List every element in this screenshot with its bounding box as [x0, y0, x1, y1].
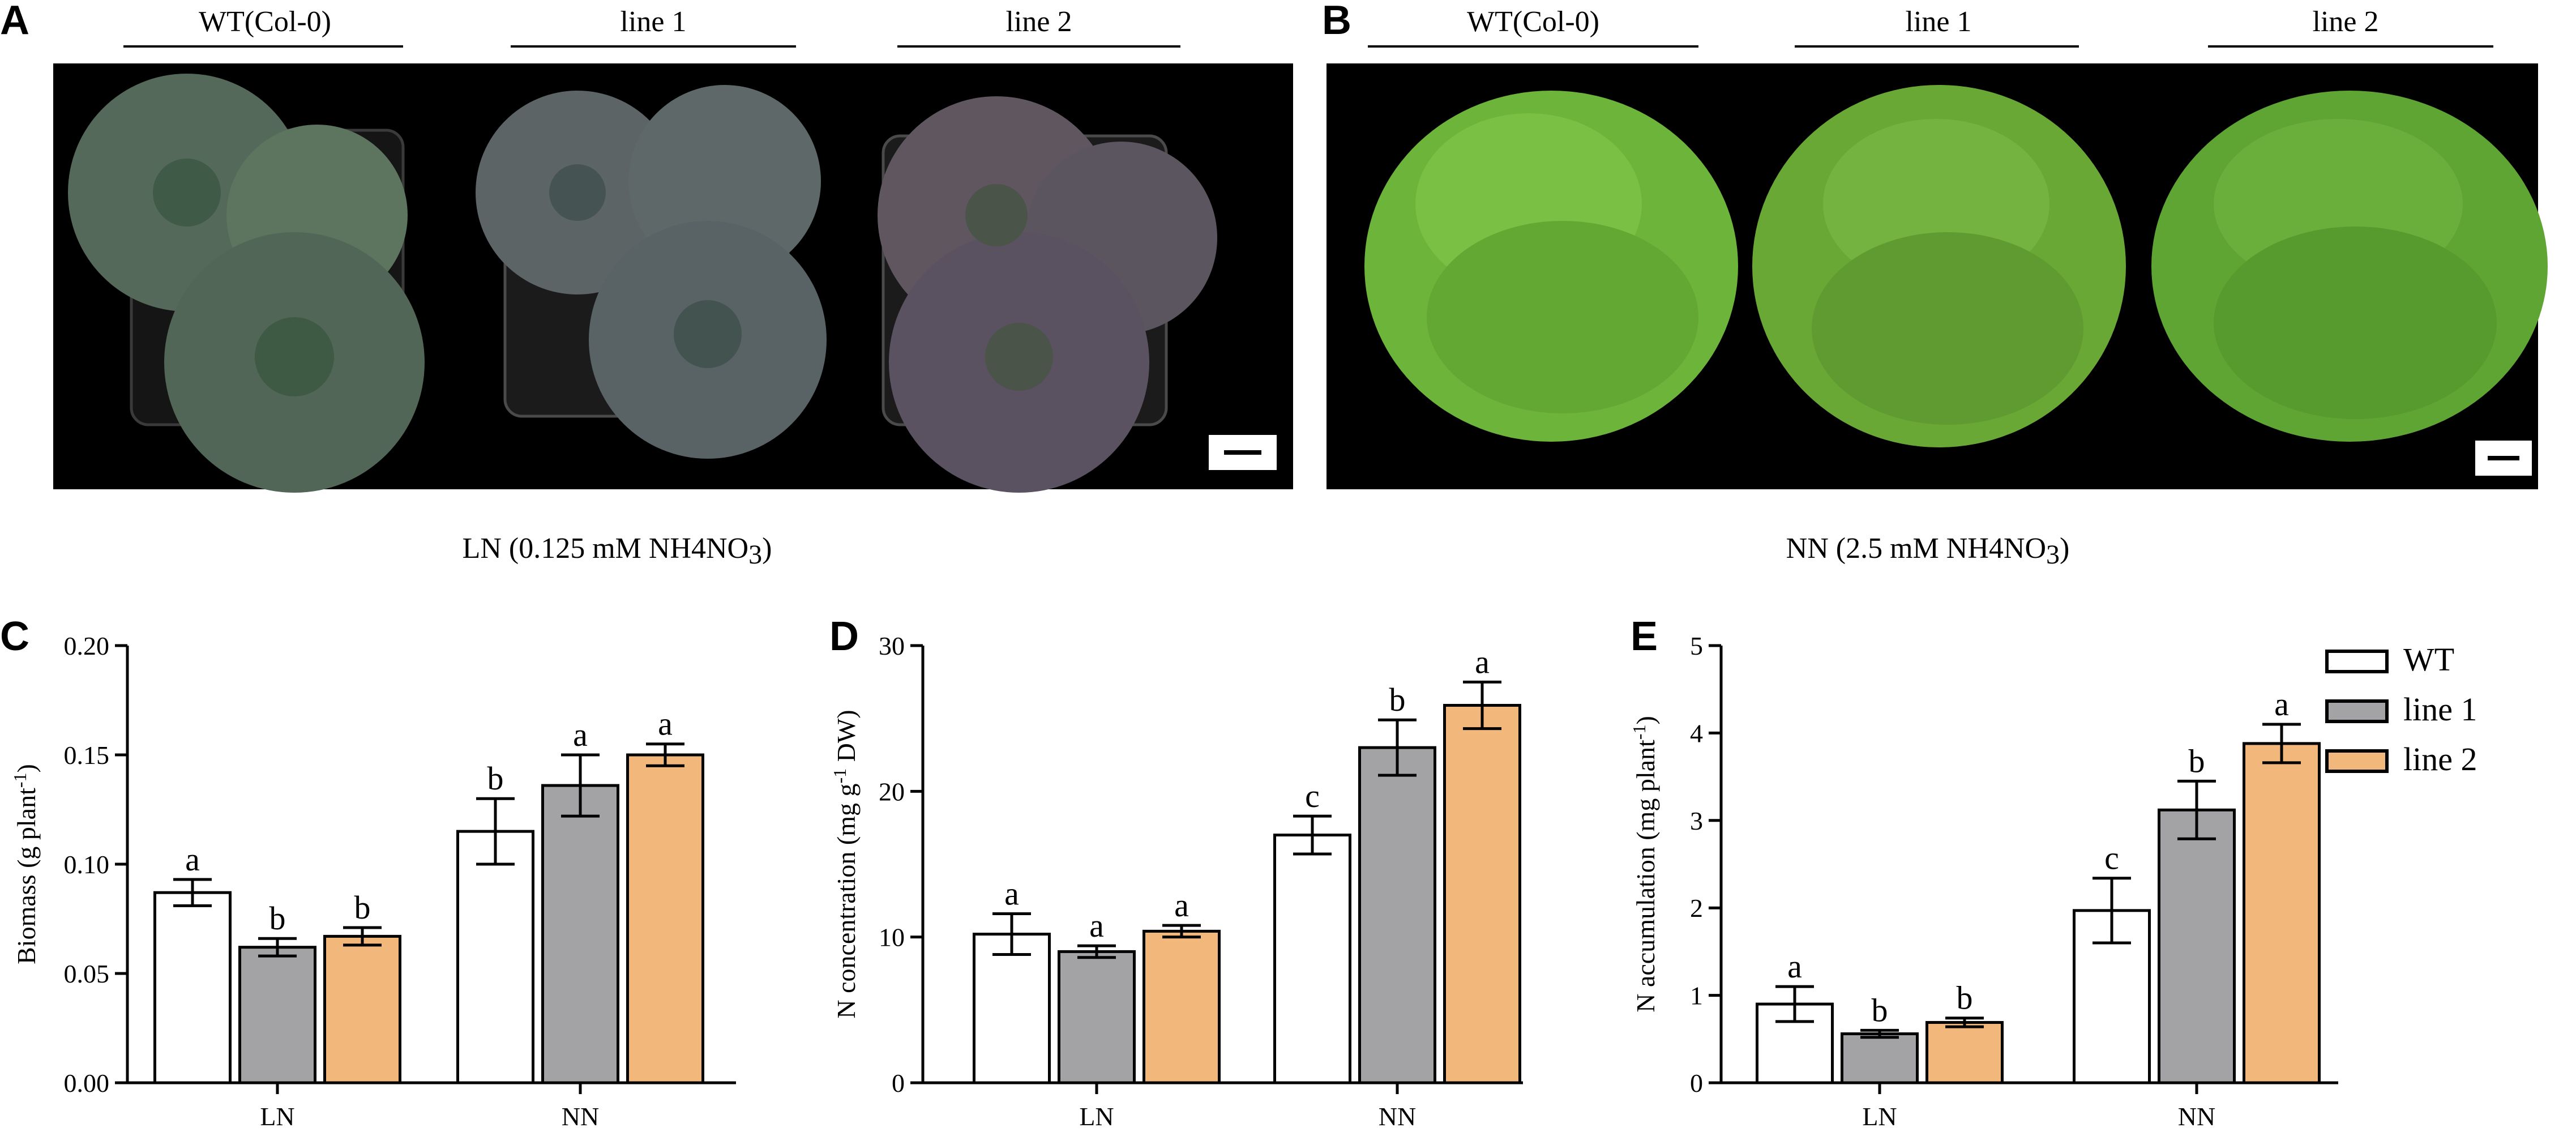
- y-axis-label: N concentration (mg g-1 DW): [829, 710, 861, 1018]
- significance-letter: b: [354, 889, 371, 926]
- bar: [2158, 808, 2236, 1084]
- legend-label: line 2: [2403, 741, 2477, 778]
- significance-letter: c: [1305, 778, 1320, 814]
- significance-letter: a: [1004, 875, 1019, 912]
- bar: [1925, 1020, 2004, 1084]
- significance-letter: a: [2274, 686, 2289, 723]
- y-tick-label: 0.20: [64, 631, 110, 660]
- y-tick-label: 20: [879, 777, 905, 806]
- legend-label: line 1: [2403, 691, 2477, 728]
- rosette-nn-line2: [2151, 91, 2548, 442]
- significance-letter: b: [1872, 992, 1888, 1028]
- rosette-line2: [878, 96, 1217, 493]
- bar: [153, 891, 232, 1084]
- bar: [238, 946, 316, 1084]
- y-tick-label: 0: [1690, 1069, 1703, 1097]
- bar: [1756, 1002, 1834, 1084]
- significance-letter: a: [658, 706, 673, 742]
- panel-a-column-wt: WT(Col-0): [199, 6, 331, 38]
- chart-n-accumulation: E 0 1 2 3 4 5 N accumulation (mg plant-1) LN a b b N…: [1629, 614, 2338, 1131]
- panel-letter-a: A: [0, 0, 29, 43]
- bar: [541, 784, 619, 1084]
- bar: [1443, 704, 1521, 1084]
- y-tick-label: 30: [879, 631, 905, 660]
- y-axis-label: Biomass (g plant-1): [10, 764, 41, 964]
- bar: [1358, 746, 1436, 1084]
- legend: WT line 1 line 2: [2325, 641, 2477, 778]
- panel-a-column-line1: line 1: [621, 6, 687, 38]
- y-tick-label: 5: [1690, 631, 1703, 660]
- panel-b-column-line1: line 1: [1906, 6, 1972, 38]
- caption-low-nitrogen: LN (0.125 mM NH4NO3): [463, 532, 772, 570]
- x-tick-label: NN: [562, 1102, 599, 1131]
- bar: [973, 933, 1051, 1084]
- panel-a-column-line2: line 2: [1006, 6, 1072, 38]
- panel-letter-b: B: [1322, 0, 1351, 43]
- panel-b-column-line2: line 2: [2313, 6, 2379, 38]
- y-tick-label: 4: [1690, 719, 1703, 748]
- legend-swatch: [2325, 699, 2389, 723]
- y-tick-label: 0.05: [64, 959, 110, 988]
- x-tick-label: LN: [260, 1102, 294, 1131]
- bar: [2243, 742, 2321, 1084]
- x-tick-label: NN: [2178, 1102, 2215, 1131]
- bar: [456, 830, 534, 1084]
- rosette-line1: [476, 85, 827, 459]
- significance-letter: b: [1389, 681, 1406, 718]
- significance-letter: b: [1957, 980, 1973, 1017]
- significance-letter: a: [1475, 643, 1490, 680]
- y-tick-label: 2: [1690, 894, 1703, 923]
- panel-b: B WT(Col-0) line 1 line 2: [1322, 0, 2548, 570]
- bar: [323, 934, 401, 1084]
- panel-a: A WT(Col-0) line 1 line 2: [0, 0, 1293, 570]
- y-tick-label: 3: [1690, 806, 1703, 835]
- significance-letter: b: [269, 900, 286, 937]
- significance-letter: c: [2104, 840, 2119, 877]
- legend-swatch: [2325, 650, 2389, 673]
- legend-swatch: [2325, 749, 2389, 773]
- x-tick-label: LN: [1079, 1102, 1114, 1131]
- chart-biomass: C 0.00 0.05 0.10 0.15 0.20 Biomass (g plant-1)…: [0, 614, 736, 1131]
- significance-letter: b: [487, 760, 504, 797]
- y-tick-label: 1: [1690, 981, 1703, 1010]
- bar: [626, 753, 704, 1084]
- chart-n-concentration: D 0 10 20 30 N concentration (mg g-1 DW) LN a a a…: [829, 614, 1523, 1131]
- significance-letter: a: [573, 716, 588, 753]
- panel-b-column-wt: WT(Col-0): [1467, 6, 1599, 38]
- significance-letter: a: [185, 841, 200, 878]
- y-tick-label: 0.00: [64, 1069, 110, 1097]
- panel-letter: C: [0, 614, 29, 659]
- y-axis-label: N accumulation (mg plant-1): [1629, 716, 1660, 1013]
- bar: [1058, 950, 1136, 1084]
- panel-letter: E: [1631, 614, 1658, 659]
- y-tick-label: 0.10: [64, 850, 110, 879]
- y-tick-label: 10: [879, 923, 905, 952]
- rosette-nn-line1: [1752, 85, 2126, 447]
- rosette-nn-wt: [1364, 91, 1738, 442]
- significance-letter: a: [1787, 948, 1802, 985]
- legend-label: WT: [2403, 641, 2454, 678]
- bar: [1142, 929, 1221, 1084]
- panel-letter: D: [829, 614, 859, 659]
- rosette-wt: [68, 74, 425, 493]
- x-tick-label: NN: [1379, 1102, 1416, 1131]
- significance-letter: a: [1089, 907, 1104, 944]
- caption-normal-nitrogen: NN (2.5 mM NH4NO3): [1786, 532, 2070, 570]
- photo-normal-nitrogen: [1326, 63, 2548, 489]
- x-tick-label: LN: [1862, 1102, 1897, 1131]
- significance-letter: b: [2189, 742, 2205, 779]
- y-tick-label: 0.15: [64, 741, 110, 770]
- y-tick-label: 0: [892, 1069, 905, 1097]
- photo-low-nitrogen: [53, 63, 1293, 493]
- significance-letter: a: [1174, 887, 1189, 924]
- bar: [1841, 1032, 1919, 1084]
- bar: [1273, 834, 1351, 1084]
